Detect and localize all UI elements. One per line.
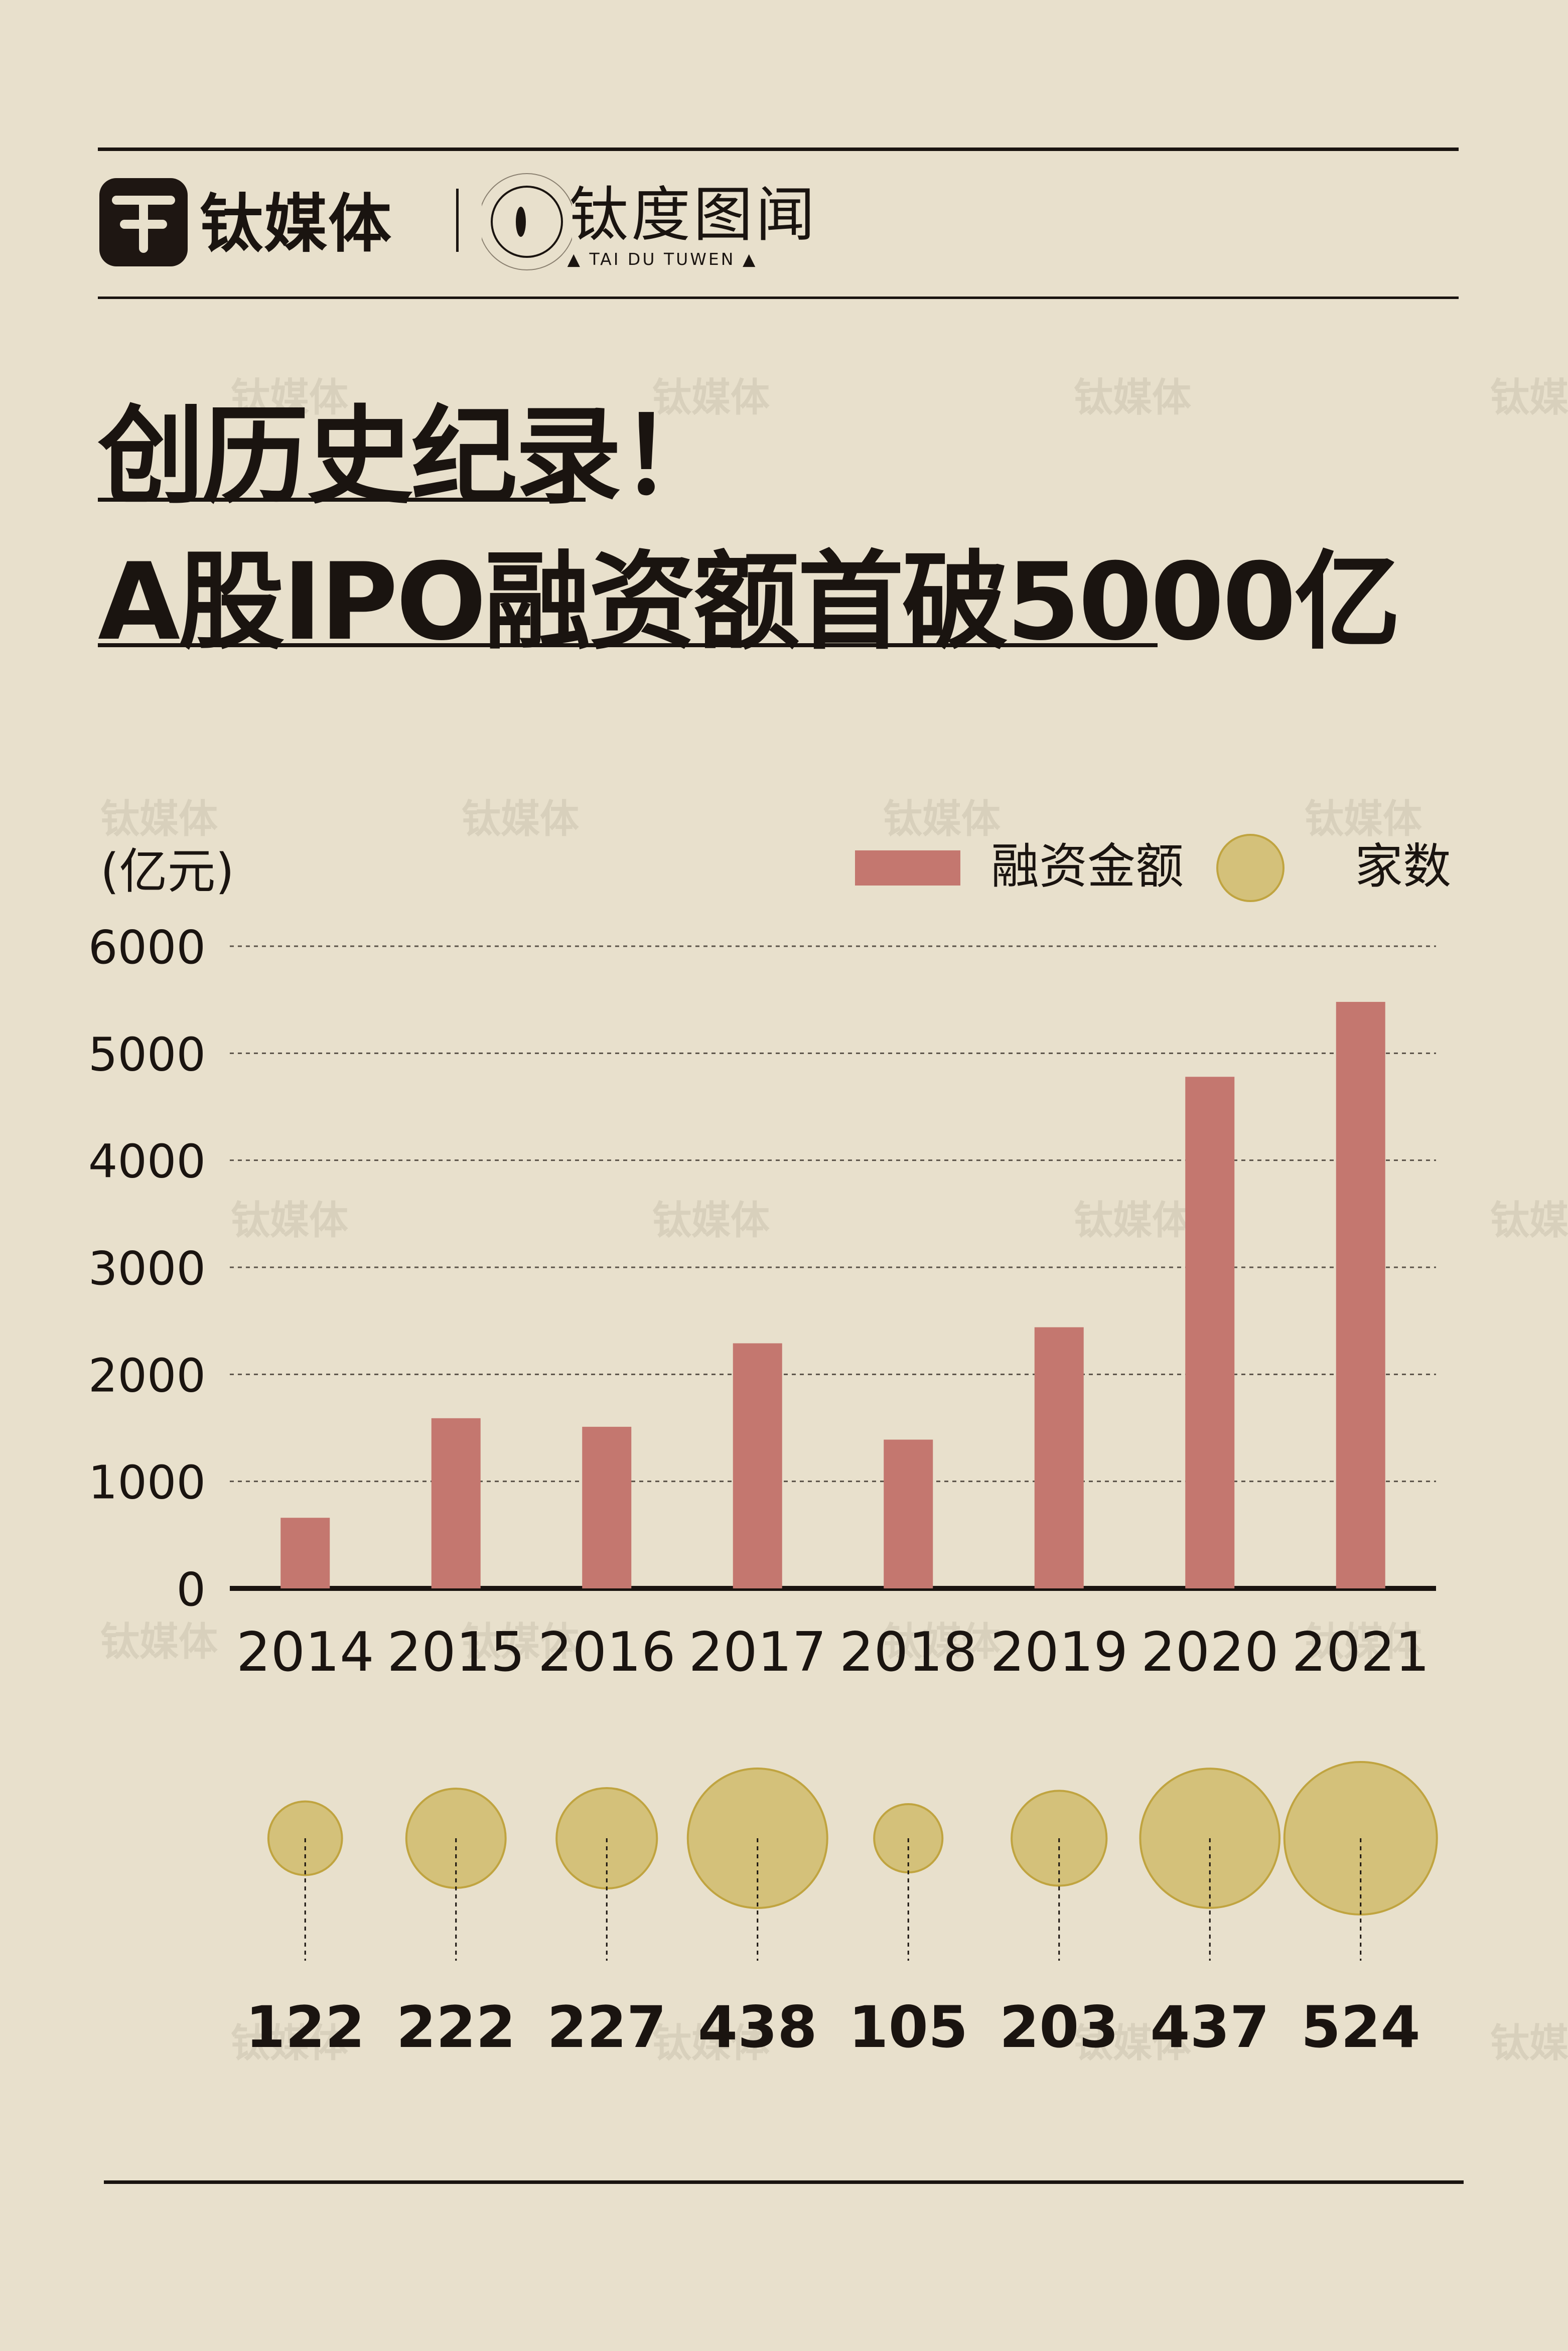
- y-tick-label: 3000: [88, 1242, 206, 1295]
- count-label: 105: [848, 1994, 968, 2061]
- x-tick-label: 2020: [1141, 1621, 1279, 1684]
- x-tick-label: 2017: [688, 1621, 826, 1684]
- bar: [733, 1343, 782, 1588]
- bar: [1185, 1077, 1235, 1588]
- watermark: 钛媒体: [652, 2021, 770, 2066]
- legend-circle-swatch: [1216, 834, 1285, 902]
- watermark: 钛媒体: [100, 1620, 218, 1665]
- x-tick-label: 2019: [990, 1621, 1128, 1684]
- triangle-left-icon: ▲: [567, 249, 590, 269]
- watermark: 钛媒体: [1305, 797, 1422, 842]
- watermark: 钛媒体: [1074, 2021, 1192, 2066]
- y-axis-unit-label: (亿元): [100, 843, 234, 900]
- eye-icon: [482, 173, 572, 270]
- count-label: 122: [245, 1994, 365, 2061]
- watermark: 钛媒体: [883, 1620, 1001, 1665]
- bar: [1034, 1327, 1084, 1588]
- y-tick-label: 2000: [88, 1349, 206, 1402]
- y-tick-label: 4000: [88, 1135, 206, 1189]
- watermark: 钛媒体: [1305, 1620, 1422, 1665]
- bar: [884, 1439, 933, 1588]
- sub-brand-name: 钛度图闻: [569, 180, 818, 249]
- logo-icon: [99, 178, 188, 266]
- watermark: 钛媒体: [1490, 375, 1568, 420]
- watermark: 钛媒体: [462, 1620, 580, 1665]
- x-tick-label: 2016: [538, 1621, 676, 1684]
- title-underline-1: [98, 498, 586, 502]
- bar: [582, 1426, 632, 1588]
- watermark: 钛媒体: [883, 797, 1001, 842]
- x-tick-label: 2014: [236, 1621, 374, 1684]
- watermark: 钛媒体: [100, 797, 218, 842]
- y-tick-label: 5000: [88, 1027, 206, 1081]
- bar: [280, 1518, 330, 1588]
- header-rule: [98, 297, 1459, 299]
- x-tick-label: 2018: [839, 1621, 977, 1684]
- legend-circle-label: 家数: [1355, 838, 1451, 895]
- bar: [431, 1418, 481, 1588]
- legend-bar-label: 融资金额: [991, 838, 1184, 895]
- y-tick-label: 0: [176, 1563, 206, 1617]
- count-label: 524: [1301, 1994, 1420, 2061]
- count-label: 222: [396, 1994, 516, 2061]
- watermark: 钛媒体: [1490, 2021, 1568, 2066]
- brand-divider: [456, 189, 459, 252]
- bottom-rule: [104, 2180, 1464, 2184]
- title-line-1: 创历史纪录！: [98, 394, 726, 518]
- count-label: 437: [1150, 1994, 1269, 2061]
- watermark: 钛媒体: [462, 797, 580, 842]
- y-tick-label: 6000: [88, 921, 206, 974]
- watermark: 钛媒体: [231, 1198, 349, 1243]
- brand-name: 钛媒体: [200, 187, 392, 261]
- watermark: 钛媒体: [1074, 1198, 1192, 1243]
- watermark: 钛媒体: [652, 1198, 770, 1243]
- title-line-2: A股IPO融资额首破5000亿: [98, 540, 1401, 664]
- y-tick-label: 1000: [88, 1456, 206, 1510]
- count-label: 203: [1000, 1994, 1119, 2061]
- title-underline-2: [98, 643, 1158, 647]
- sub-brand-english: ▲ TAI DU TUWEN ▲: [567, 249, 758, 269]
- count-label: 438: [698, 1994, 817, 2061]
- triangle-right-icon: ▲: [735, 249, 758, 269]
- x-tick-label: 2021: [1292, 1621, 1430, 1684]
- bar: [1336, 1001, 1385, 1588]
- watermark: 钛媒体: [1490, 1198, 1568, 1243]
- x-tick-label: 2015: [387, 1621, 525, 1684]
- watermark: 钛媒体: [652, 375, 770, 420]
- count-label: 227: [547, 1994, 666, 2061]
- top-rule: [98, 148, 1459, 151]
- legend-bar-swatch: [855, 850, 960, 886]
- watermark: 钛媒体: [231, 2021, 349, 2066]
- watermark: 钛媒体: [231, 375, 349, 420]
- watermark: 钛媒体: [1074, 375, 1192, 420]
